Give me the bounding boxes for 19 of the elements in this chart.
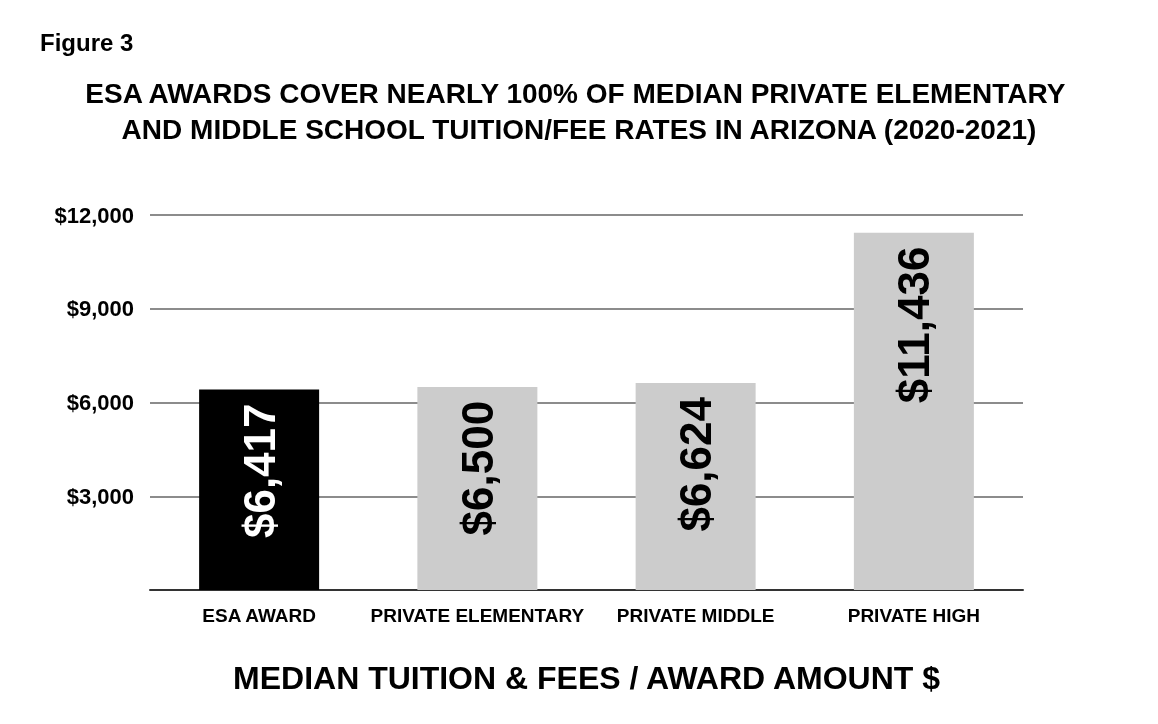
bar [635,383,756,590]
y-tick-label: $12,000 [54,202,134,228]
bar [853,232,974,590]
y-tick-label: $9,000 [66,296,134,322]
bar [417,386,538,590]
data-label: $6,500 [452,400,502,536]
x-tick-label: ESA AWARD [202,605,316,626]
caption: Figure 3 [40,28,134,56]
data-label: $6,417 [234,403,284,539]
y-tick-label: $3,000 [66,483,134,509]
data-label: $11,436 [889,246,939,404]
x-axis-title: MEDIAN TUITION & FEES / AWARD AMOUNT $ [233,660,941,696]
chart-title: ESA AWARDS COVER NEARLY 100% OF MEDIAN PRIVATE ELEMENTARY AND MIDDLE SCHOOL TUITION/FEE RATES IN ARIZONA (2020-2021) [85,77,1073,145]
bar [199,389,320,590]
x-tick-label: PRIVATE ELEMENTARY [370,605,585,626]
x-tick-label: PRIVATE HIGH [847,605,981,626]
y-tick-label: $6,000 [66,390,134,415]
data-label: $6,624 [671,396,721,532]
x-tick-label: PRIVATE MIDDLE [616,605,775,626]
